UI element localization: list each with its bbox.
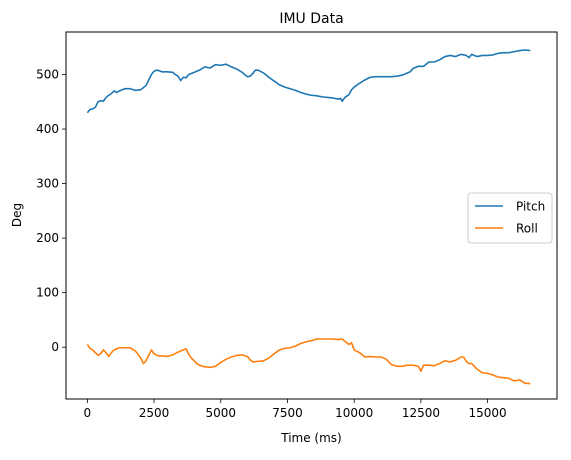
legend-label-pitch: Pitch: [516, 200, 545, 214]
series-line-roll: [86, 338, 531, 385]
x-tick-label: 7500: [272, 406, 303, 420]
x-tick-label: 0: [84, 406, 92, 420]
x-tick-label: 12500: [402, 406, 440, 420]
y-axis-label: Deg: [10, 203, 24, 227]
legend: Pitch Roll: [467, 192, 553, 244]
series-line-pitch: [86, 49, 531, 114]
y-tick-label: 300: [36, 177, 59, 191]
x-tick-label: 15000: [469, 406, 507, 420]
y-tick-label: 500: [36, 68, 59, 82]
x-tick-label: 10000: [335, 406, 373, 420]
series-layer: [86, 49, 531, 385]
chart-title: IMU Data: [279, 11, 343, 27]
legend-label-roll: Roll: [516, 222, 538, 236]
y-tick-label: 0: [51, 340, 59, 354]
x-axis-label: Time (ms): [280, 431, 342, 445]
plot-frame: [65, 31, 558, 400]
y-tick-label: 100: [36, 286, 59, 300]
y-tick-label: 200: [36, 231, 59, 245]
x-tick-label: 5000: [205, 406, 236, 420]
y-tick-label: 400: [36, 122, 59, 136]
y-axis-ticks: 0 100 200 300 400 500: [36, 68, 66, 354]
x-tick-label: 2500: [139, 406, 170, 420]
x-axis-ticks: 0 2500 5000 7500 10000 12500 15000: [84, 399, 507, 420]
